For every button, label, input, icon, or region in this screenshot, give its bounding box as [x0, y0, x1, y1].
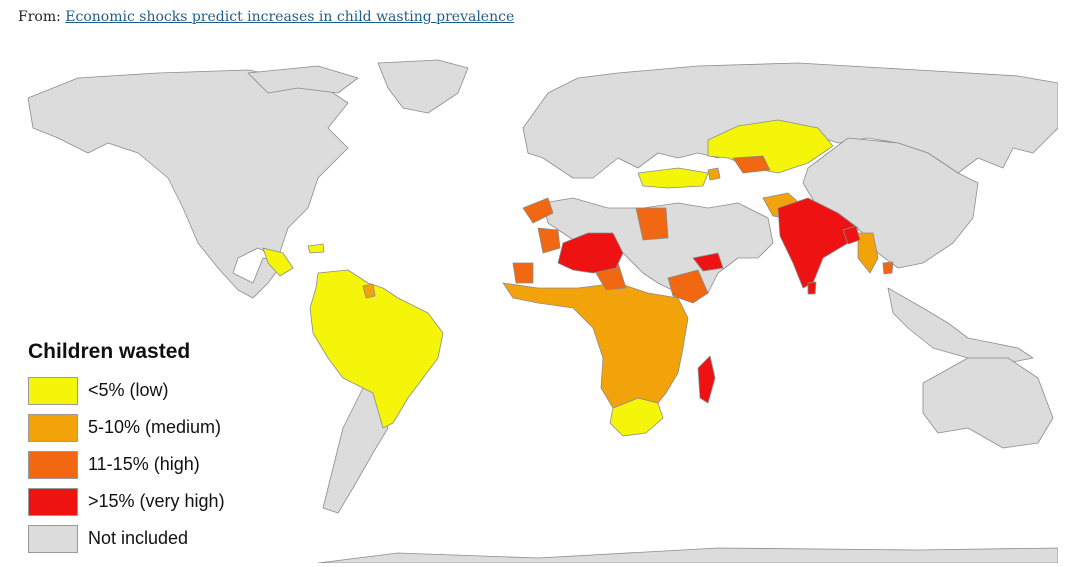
medium-guyana-region: [362, 283, 376, 299]
very-high-bangladesh-region: [842, 225, 861, 245]
australia-region: [922, 357, 1054, 449]
low-turkey-region: [637, 167, 709, 189]
high-west-coast-africa-region: [512, 262, 534, 284]
legend-item-not-included: Not included: [28, 520, 225, 557]
low-central-america-region: [262, 247, 294, 277]
legend-label-very-high: >15% (very high): [88, 491, 225, 511]
medium-africa-central-region: [502, 282, 689, 409]
high-laos-region: [882, 261, 894, 275]
high-uzbekistan-region: [732, 155, 771, 174]
high-egypt-region: [635, 207, 669, 241]
arctic-islands-region: [247, 65, 359, 94]
low-caribbean-region: [307, 243, 325, 254]
map-legend: Children wasted <5% (low) 5-10% (medium)…: [28, 340, 225, 557]
legend-item-high: 11-15% (high): [28, 446, 225, 483]
legend-swatch-medium: [28, 413, 78, 442]
source-article-link[interactable]: Economic shocks predict increases in chi…: [65, 9, 515, 25]
legend-swatch-high: [28, 450, 78, 479]
high-morocco-region: [522, 197, 554, 224]
legend-label-high: 11-15% (high): [88, 454, 200, 474]
legend-item-low: <5% (low): [28, 372, 225, 409]
low-south-america-region: [309, 269, 444, 429]
very-high-yemen-region: [692, 252, 724, 272]
map-canvas: [27, 59, 1058, 563]
high-west-africa-region: [537, 227, 561, 254]
southeast-asia-region: [887, 287, 1034, 364]
legend-item-medium: 5-10% (medium): [28, 409, 225, 446]
legend-label-low: <5% (low): [88, 380, 169, 400]
very-high-india-region: [777, 197, 859, 289]
very-high-sahel-region: [557, 232, 624, 274]
legend-swatch-not-included: [28, 524, 78, 553]
legend-swatch-low: [28, 376, 78, 405]
legend-title: Children wasted: [28, 340, 191, 363]
very-high-madagascar-region: [697, 355, 716, 404]
very-high-sri-lanka-region: [807, 281, 817, 295]
europe-russia-region: [522, 62, 1058, 179]
antarctica-region: [317, 547, 1058, 563]
medium-southeast-asia-region: [857, 232, 879, 274]
legend-label-not-included: Not included: [88, 528, 189, 548]
medium-caucasus-region: [707, 167, 721, 181]
world-map: [18, 58, 1058, 563]
legend-item-very-high: >15% (very high): [28, 483, 225, 520]
legend-label-medium: 5-10% (medium): [88, 417, 222, 437]
source-prefix: From:: [18, 9, 66, 25]
high-ethiopia-region: [667, 269, 709, 304]
north-america-region: [27, 69, 349, 299]
greenland-region: [377, 59, 469, 114]
legend-swatch-very-high: [28, 487, 78, 516]
figure-source: From: Economic shocks predict increases …: [18, 9, 514, 25]
